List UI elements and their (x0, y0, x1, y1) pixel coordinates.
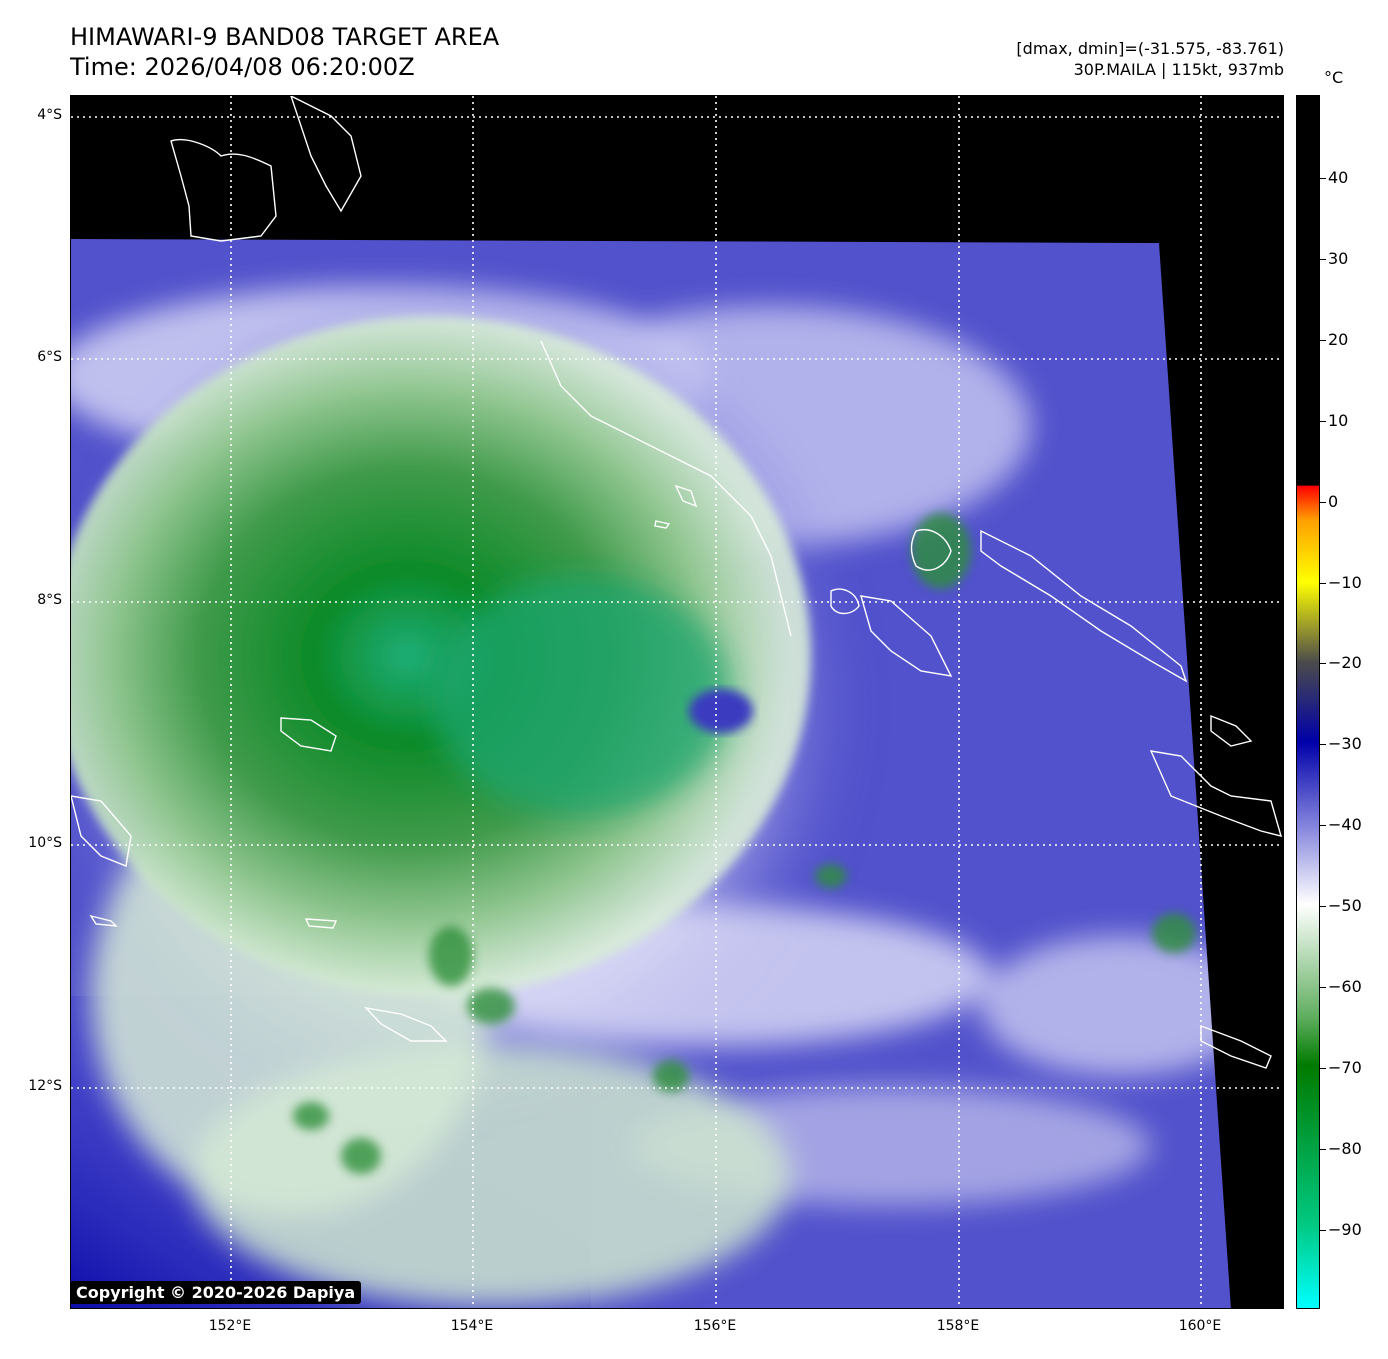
lat-label-12s: 12°S (28, 1078, 62, 1094)
storm-info-text: 30P.MAILA | 115kt, 937mb (1073, 60, 1284, 79)
coastlines (71, 96, 1283, 1069)
colorbar-tick-label: −50 (1328, 896, 1362, 916)
graticule (71, 96, 1283, 1308)
colorbar-tick-label: −40 (1328, 815, 1362, 835)
colorbar-tick (1320, 339, 1326, 341)
cloud-field (71, 239, 1231, 1308)
colorbar-tick (1320, 258, 1326, 260)
colorbar-tick (1320, 1148, 1326, 1150)
storm-info: [dmax, dmin]=(-31.575, -83.761) 30P.MAIL… (1016, 38, 1284, 80)
colorbar-tick (1320, 582, 1326, 584)
colorbar-tick (1320, 825, 1326, 827)
colorbar-tick (1320, 987, 1326, 988)
colorbar-tick (1320, 178, 1326, 179)
colorbar-tick-label: −70 (1328, 1057, 1362, 1077)
lon-label-154e: 154°E (450, 1318, 494, 1334)
colorbar-tick-label: 0 (1328, 491, 1339, 511)
colorbar-tick (1320, 501, 1326, 503)
colorbar-tick (1320, 1229, 1326, 1231)
colorbar-tick (1320, 663, 1326, 665)
colorbar-tick-label: 10 (1328, 410, 1349, 430)
lon-label-152e: 152°E (208, 1318, 252, 1334)
lon-label-158e: 158°E (936, 1318, 980, 1334)
colorbar-tick-label: 40 (1328, 168, 1349, 187)
colorbar-tick-label: 30 (1328, 248, 1349, 268)
colorbar-tick-label: −30 (1328, 734, 1362, 754)
lat-label-6s: 6°S (37, 349, 62, 365)
colorbar-tick-label: −20 (1328, 653, 1362, 673)
data-range-text: [dmax, dmin]=(-31.575, -83.761) (1016, 39, 1284, 58)
copyright-label: Copyright © 2020-2026 Dapiya (70, 1281, 362, 1304)
lat-label-4s: 4°S (37, 107, 62, 123)
colorbar-tick (1320, 420, 1326, 422)
colorbar-tick-label: −80 (1328, 1138, 1362, 1158)
figure-title: HIMAWARI-9 BAND08 TARGET AREA Time: 2026… (70, 22, 499, 82)
colorbar-tick-label: −60 (1328, 977, 1362, 996)
colorbar-tick (1320, 906, 1326, 908)
lon-label-156e: 156°E (693, 1318, 737, 1334)
satellite-image-panel (70, 95, 1284, 1309)
lat-label-8s: 8°S (37, 592, 62, 608)
lon-label-160e: 160°E (1178, 1318, 1222, 1334)
colorbar-tick-label: −10 (1328, 572, 1362, 592)
satellite-image (71, 96, 1283, 1308)
title-line-1: HIMAWARI-9 BAND08 TARGET AREA (70, 23, 500, 51)
colorbar-tick-label: −90 (1328, 1219, 1362, 1239)
colorbar-tick (1320, 1067, 1326, 1069)
colorbar-tick (1320, 744, 1326, 746)
colorbar (1296, 95, 1320, 1309)
colorbar-unit: °C (1324, 68, 1344, 87)
colorbar-tick-label: 20 (1328, 329, 1349, 349)
lat-label-10s: 10°S (28, 835, 62, 851)
title-line-2: Time: 2026/04/08 06:20:00Z (70, 53, 415, 81)
